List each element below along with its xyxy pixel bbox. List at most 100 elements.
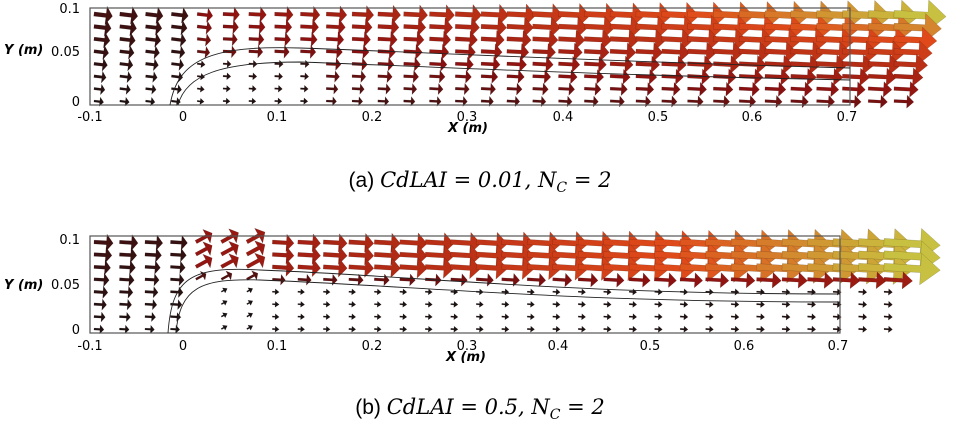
velocity-arrow	[93, 233, 114, 252]
velocity-arrow	[893, 53, 928, 76]
velocity-arrow	[577, 255, 616, 281]
velocity-arrow	[603, 300, 612, 308]
velocity-arrow	[144, 260, 161, 275]
velocity-arrow	[93, 18, 112, 37]
panel-b: 0.1 0.05 0 Y (m) -0.1 0 0.1 0.2 0.3 0.4 …	[0, 228, 960, 378]
velocity-arrow	[374, 288, 382, 296]
velocity-arrow	[738, 95, 757, 108]
velocity-arrow	[883, 300, 893, 309]
velocity-arrow	[222, 97, 231, 105]
velocity-arrow	[297, 273, 312, 286]
velocity-arrow	[883, 288, 893, 296]
velocity-arrow	[93, 5, 113, 26]
velocity-arrow	[705, 272, 730, 289]
velocity-arrow	[326, 57, 342, 71]
velocity-arrow	[144, 273, 160, 287]
velocity-arrow	[501, 300, 510, 308]
velocity-arrow	[501, 256, 535, 280]
velocity-arrow	[196, 46, 211, 59]
x-tick-label: -0.1	[77, 110, 103, 125]
velocity-arrow	[348, 288, 357, 296]
velocity-arrow	[858, 300, 868, 309]
velocity-arrow	[222, 72, 232, 81]
velocity-arrow	[730, 254, 778, 284]
velocity-arrow	[764, 95, 783, 109]
velocity-arrow	[297, 233, 321, 253]
velocity-arrow	[119, 6, 138, 25]
velocity-arrow	[730, 300, 740, 308]
velocity-arrow	[832, 271, 861, 289]
velocity-arrow	[429, 96, 442, 107]
velocity-arrow	[323, 288, 331, 296]
velocity-arrow	[274, 18, 293, 36]
velocity-arrow	[578, 325, 586, 333]
velocity-arrow	[577, 272, 599, 288]
velocity-arrow	[145, 45, 160, 60]
velocity-arrow	[403, 96, 416, 107]
velocity-arrow	[93, 246, 113, 264]
velocity-arrow	[222, 59, 232, 68]
velocity-arrow	[526, 256, 562, 281]
velocity-arrow	[119, 234, 139, 252]
velocity-arrow	[609, 82, 628, 96]
velocity-arrow	[196, 60, 206, 69]
velocity-arrow	[532, 69, 552, 85]
velocity-arrow	[506, 56, 527, 73]
velocity-arrow	[119, 285, 134, 299]
velocity-arrow	[196, 97, 205, 105]
velocity-arrow	[326, 70, 340, 83]
velocity-arrow	[654, 313, 663, 321]
velocity-arrow	[144, 286, 159, 299]
velocity-arrow	[300, 72, 310, 81]
velocity-arrow	[274, 59, 284, 69]
caption-subscript: C	[549, 407, 561, 424]
velocity-arrow	[348, 257, 375, 278]
velocity-arrow	[790, 54, 821, 75]
velocity-arrow	[764, 68, 791, 86]
velocity-arrow	[713, 41, 744, 63]
velocity-arrow	[272, 233, 295, 252]
caption-subscript: C	[556, 180, 568, 197]
velocity-arrow	[790, 68, 817, 86]
velocity-arrow	[246, 300, 254, 306]
velocity-arrow	[399, 244, 428, 267]
x-tick-label: 0	[178, 339, 188, 354]
x-tick-label: 0.4	[547, 339, 569, 354]
velocity-arrow	[425, 325, 433, 333]
velocity-arrow	[374, 313, 382, 320]
x-tick-label: 0.5	[639, 339, 661, 354]
velocity-arrow	[816, 67, 844, 87]
velocity-arrow	[679, 300, 689, 308]
velocity-arrow	[323, 245, 348, 265]
velocity-arrow	[377, 44, 396, 60]
velocity-arrow	[119, 324, 130, 334]
velocity-arrow	[274, 31, 291, 47]
velocity-arrow	[654, 272, 677, 288]
velocity-arrow	[532, 56, 554, 73]
velocity-arrow	[738, 81, 760, 97]
caption-tail: = 2	[560, 395, 605, 419]
velocity-arrow	[893, 81, 919, 98]
velocity-arrow	[144, 234, 163, 251]
velocity-arrow	[351, 44, 370, 60]
x-tick-label: 0.7	[836, 110, 858, 125]
velocity-arrow	[399, 313, 408, 321]
velocity-arrow	[858, 271, 887, 290]
velocity-arrow	[274, 84, 283, 93]
velocity-arrow	[119, 247, 137, 264]
velocity-arrow	[584, 42, 610, 62]
velocity-arrow	[171, 45, 186, 60]
velocity-arrow	[858, 288, 868, 296]
velocity-arrow	[893, 67, 924, 87]
velocity-arrow	[374, 325, 382, 333]
velocity-arrow	[274, 44, 290, 59]
velocity-arrow	[326, 44, 343, 60]
velocity-arrow	[300, 59, 310, 69]
velocity-arrow	[93, 272, 110, 288]
velocity-arrow	[532, 82, 549, 96]
velocity-arrow	[248, 32, 265, 47]
velocity-arrow	[246, 312, 254, 319]
velocity-arrow	[248, 6, 267, 23]
x-tick-label: 0	[178, 110, 188, 125]
velocity-arrow	[93, 83, 106, 96]
